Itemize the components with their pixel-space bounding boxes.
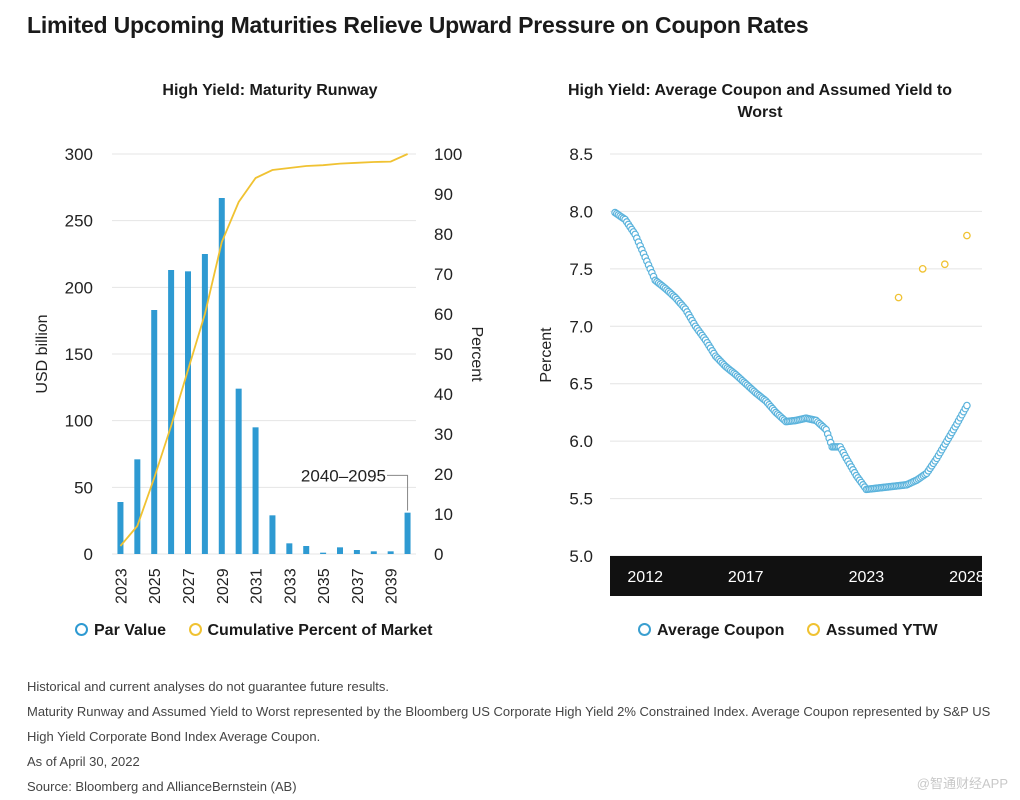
bar bbox=[252, 427, 259, 554]
ytw-point bbox=[940, 260, 949, 269]
page-title: Limited Upcoming Maturities Relieve Upwa… bbox=[27, 12, 809, 38]
y2-tick-label: 0 bbox=[434, 545, 443, 564]
y-tick-label: 0 bbox=[84, 545, 93, 564]
y-tick-label: 8.0 bbox=[569, 202, 593, 221]
y-axis-label: Percent bbox=[538, 327, 555, 383]
legend-par-value: Par Value bbox=[75, 622, 166, 639]
watermark: @智通财经APP bbox=[916, 776, 1008, 791]
x-tick-label: 2029 bbox=[215, 568, 232, 604]
ytw-legend-icon bbox=[806, 623, 820, 636]
x-tick-label: 2023 bbox=[113, 568, 130, 604]
y2-tick-label: 10 bbox=[434, 505, 453, 524]
y-tick-label: 7.5 bbox=[569, 260, 593, 279]
y2-tick-label: 40 bbox=[434, 385, 453, 404]
left-chart-title: High Yield: Maturity Runway bbox=[162, 82, 378, 99]
cumulative-legend-icon bbox=[188, 623, 202, 636]
y-axis-label: USD billion bbox=[34, 314, 51, 393]
y-tick-label: 7.0 bbox=[569, 317, 593, 336]
right-legend: Average Coupon Assumed YTW bbox=[638, 622, 956, 640]
bar bbox=[185, 271, 191, 554]
bar bbox=[387, 551, 394, 554]
legend-average-coupon: Average Coupon bbox=[638, 622, 784, 639]
y-tick-label: 8.5 bbox=[569, 145, 593, 164]
y-tick-label: 150 bbox=[65, 345, 93, 364]
cumulative-line bbox=[119, 153, 408, 547]
coupon-chart: 5.0 5.5 6.0 6.5 7.0 7.5 8.0 8.5 Percent 2012 2017 2… bbox=[538, 145, 985, 596]
left-legend: Par Value Cumulative Percent of Market bbox=[75, 622, 450, 640]
footnotes: Historical and current analyses do not g… bbox=[27, 674, 997, 799]
x-tick-label: 2027 bbox=[181, 568, 198, 604]
y-tick-label: 300 bbox=[65, 145, 93, 164]
bar bbox=[303, 546, 310, 554]
y2-tick-label: 90 bbox=[434, 185, 453, 204]
footnote: Maturity Runway and Assumed Yield to Wor… bbox=[27, 704, 991, 719]
bar bbox=[201, 254, 208, 554]
y-tick-label: 250 bbox=[65, 212, 93, 231]
y2-tick-label: 20 bbox=[434, 465, 453, 484]
bar bbox=[353, 550, 360, 554]
y-tick-label: 6.5 bbox=[569, 375, 593, 394]
legend-assumed-ytw: Assumed YTW bbox=[806, 622, 938, 639]
bar bbox=[269, 515, 276, 554]
bar-annotation: 2040–2095 bbox=[301, 466, 386, 485]
y2-tick-label: 60 bbox=[434, 305, 453, 324]
right-chart-title: High Yield: Average Coupon and Assumed Y… bbox=[567, 82, 953, 121]
x-tick-label: 2035 bbox=[316, 568, 333, 604]
ytw-point bbox=[963, 231, 971, 240]
x-axis-band bbox=[610, 556, 982, 596]
bar bbox=[134, 459, 141, 554]
coupon-legend-icon bbox=[638, 623, 651, 636]
bar bbox=[320, 552, 327, 554]
x-tick-label: 2025 bbox=[147, 568, 164, 604]
bar bbox=[151, 310, 158, 554]
footnote: Source: Bloomberg and AllianceBernstein … bbox=[27, 779, 297, 794]
bar bbox=[117, 502, 124, 554]
legend-par-value-label: Par Value bbox=[94, 622, 167, 639]
y-tick-label: 5.5 bbox=[569, 490, 593, 509]
y2-tick-label: 100 bbox=[434, 145, 462, 164]
coupon-point bbox=[963, 401, 971, 410]
y2-tick-label: 30 bbox=[434, 425, 453, 444]
legend-cumulative: Cumulative Percent of Market bbox=[188, 622, 433, 639]
annotation-leader bbox=[387, 474, 409, 511]
legend-assumed-ytw-label: Assumed YTW bbox=[825, 622, 938, 639]
x-tick-label: 2012 bbox=[627, 569, 663, 586]
x-tick-label: 2023 bbox=[849, 569, 885, 586]
y2-tick-label: 80 bbox=[434, 225, 453, 244]
y-tick-label: 6.0 bbox=[569, 432, 593, 451]
bar bbox=[286, 543, 293, 554]
y2-axis-label: Percent bbox=[468, 326, 485, 382]
y-tick-label: 100 bbox=[65, 412, 93, 431]
y-tick-label: 5.0 bbox=[569, 547, 593, 566]
legend-cumulative-label: Cumulative Percent of Market bbox=[207, 622, 433, 639]
y2-tick-label: 50 bbox=[434, 345, 453, 364]
bar bbox=[337, 547, 343, 554]
x-tick-label: 2037 bbox=[350, 568, 367, 604]
y2-tick-label: 70 bbox=[434, 265, 453, 284]
y-tick-label: 50 bbox=[74, 478, 93, 497]
bar bbox=[235, 388, 242, 554]
legend-average-coupon-label: Average Coupon bbox=[657, 622, 785, 639]
footnote: High Yield Corporate Bond Index Average … bbox=[27, 729, 321, 744]
bar bbox=[218, 198, 225, 554]
footnote: As of April 30, 2022 bbox=[27, 754, 140, 769]
y-tick-label: 200 bbox=[65, 278, 93, 297]
x-tick-label: 2031 bbox=[249, 568, 266, 604]
footnote: Historical and current analyses do not g… bbox=[27, 679, 390, 694]
ytw-point bbox=[918, 265, 927, 273]
x-tick-label: 2039 bbox=[384, 568, 401, 604]
x-tick-label: 2017 bbox=[728, 569, 764, 586]
bar bbox=[404, 512, 411, 554]
bar bbox=[168, 270, 175, 554]
x-tick-label: 2033 bbox=[282, 568, 299, 604]
bar bbox=[370, 551, 377, 554]
ytw-point bbox=[894, 293, 903, 302]
par-value-legend-icon bbox=[75, 623, 88, 636]
maturity-runway-chart: 0 50 100 150 200 250 300 0 10 20 30 40 50 60 70 80 90 100… bbox=[34, 145, 485, 604]
x-tick-label: 2028 bbox=[949, 569, 985, 586]
